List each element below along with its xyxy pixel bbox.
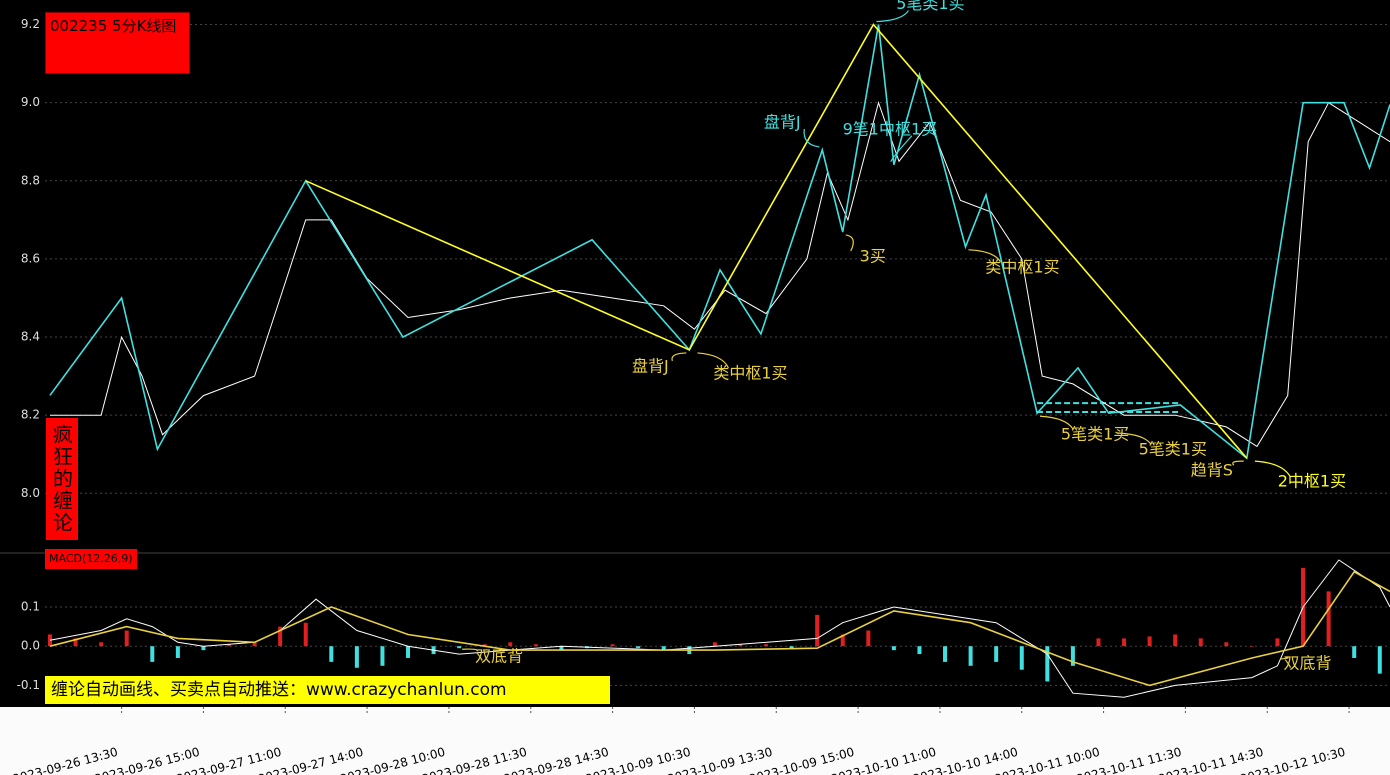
y-tick-label: 8.0 (21, 486, 40, 500)
x-axis-band (0, 707, 1390, 775)
macd-bar (1352, 646, 1357, 658)
y-tick-label: 9.0 (21, 95, 40, 109)
annotation-arrow (462, 648, 478, 652)
macd-bar (1275, 638, 1280, 647)
macd-bar (380, 646, 385, 666)
macd-bar (943, 646, 948, 662)
macd-bar (457, 646, 462, 649)
annotation: 类中枢1买 (985, 257, 1059, 276)
macd-bar (1377, 646, 1382, 674)
y-tick-label: 0.0 (21, 639, 40, 653)
annotation: 类中枢1买 (713, 363, 787, 382)
macd-bar (508, 642, 513, 647)
macd-bar (994, 646, 999, 662)
macd-bar (789, 646, 794, 649)
y-tick-label: 8.4 (21, 330, 40, 344)
macd-bar (1147, 636, 1152, 647)
series-line (50, 100, 1390, 448)
series-line (49, 559, 1390, 698)
y-tick-label: 9.2 (21, 17, 40, 31)
macd-bar (303, 622, 308, 647)
chart-title: 002235 5分K线图 (45, 12, 190, 74)
macd-bar (278, 626, 283, 647)
annotation-arrow (697, 352, 729, 369)
macd-bar (1249, 646, 1254, 647)
annotation-arrow (1280, 657, 1289, 660)
annotation: 5笔类1买 (1061, 425, 1129, 444)
macd-bar (1224, 642, 1229, 647)
annotation-arrow (845, 234, 854, 252)
side-label: 疯狂的缠论 (46, 418, 78, 540)
annotation: 双底背 (475, 647, 523, 666)
macd-bar (636, 646, 641, 649)
macd-bar (815, 614, 820, 647)
macd-bar (354, 646, 359, 668)
annotation-arrow (1232, 460, 1244, 466)
annotation: 双底背 (1283, 654, 1331, 673)
macd-bar (99, 642, 104, 647)
macd-bar (533, 644, 538, 647)
y-tick-label: 8.8 (21, 173, 40, 187)
macd-title: MACD(12,26,9) (45, 549, 137, 569)
macd-bar (1070, 646, 1075, 666)
macd-bar (712, 642, 717, 647)
macd-bar (201, 646, 206, 651)
macd-bar (764, 644, 769, 647)
series-line (49, 570, 1390, 687)
annotation-arrow (876, 10, 909, 23)
macd-bar (840, 634, 845, 647)
y-tick-label: 0.1 (21, 600, 40, 614)
macd-bar (227, 644, 232, 647)
macd-bar (866, 630, 871, 647)
annotation-arrow (1254, 460, 1291, 477)
macd-bar (610, 644, 615, 647)
banner: 缠论自动画线、买卖点自动推送：www.crazychanlun.com (45, 676, 610, 704)
macd-bar (406, 646, 411, 658)
macd-bar (1096, 638, 1101, 647)
macd-bar (329, 646, 334, 662)
macd-bar (73, 638, 78, 647)
y-tick-label: 8.6 (21, 251, 40, 265)
annotation: 盘背J (632, 356, 669, 375)
macd-bar (661, 646, 666, 651)
annotation: 5笔类1买 (896, 0, 964, 13)
annotation: 3买 (860, 246, 886, 265)
macd-bar (1173, 634, 1178, 647)
annotation: 2中枢1买 (1278, 472, 1346, 491)
macd-bar (917, 646, 922, 655)
macd-bar (150, 646, 155, 662)
annotation-arrow (1040, 415, 1074, 430)
macd-bar (891, 646, 896, 651)
series-line (49, 24, 1390, 460)
macd-bar (738, 644, 743, 647)
y-tick-label: -0.1 (17, 678, 40, 692)
annotation: 5笔类1买 (1139, 440, 1207, 459)
annotation: 盘背J (764, 112, 801, 131)
annotation-arrow (968, 249, 1002, 263)
y-tick-label: 8.2 (21, 408, 40, 422)
macd-bar (1198, 638, 1203, 647)
annotation-arrow (803, 128, 820, 148)
macd-bar (1326, 591, 1331, 647)
macd-bar (559, 646, 564, 651)
annotation: 9笔1中枢1买 (843, 119, 938, 138)
macd-bar (1045, 646, 1050, 682)
annotation-arrow (890, 135, 913, 163)
macd-bar (252, 642, 257, 647)
macd-bar (1019, 646, 1024, 670)
macd-bar (482, 644, 487, 647)
annotation: 趋背S (1191, 461, 1233, 480)
macd-bar (48, 634, 52, 647)
macd-bar (124, 630, 129, 647)
annotation-arrow (1116, 432, 1152, 445)
macd-bar (1122, 638, 1127, 647)
macd-bar (175, 646, 180, 658)
series-line (305, 23, 1248, 459)
annotation-arrow (671, 352, 687, 362)
macd-bar (968, 646, 973, 666)
